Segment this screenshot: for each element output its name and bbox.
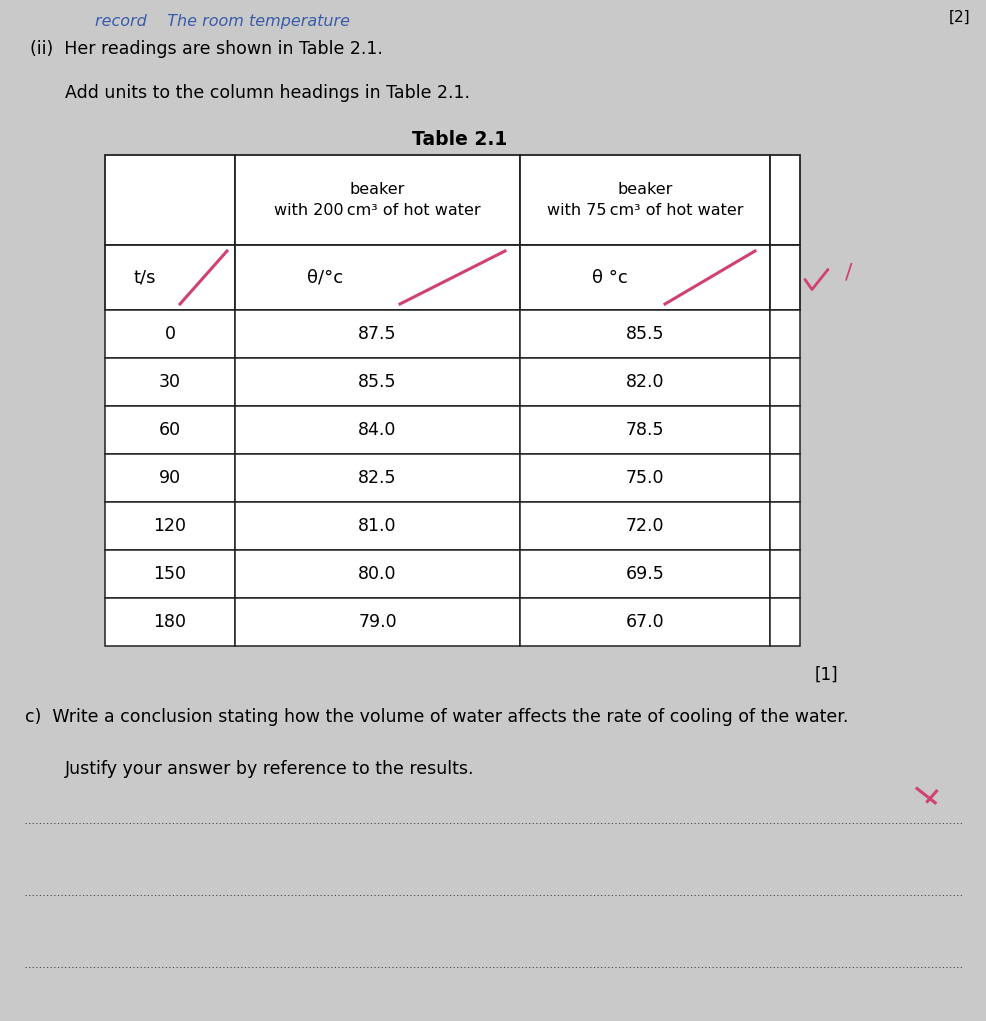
Text: 0: 0: [165, 325, 176, 343]
Text: 67.0: 67.0: [625, 613, 664, 631]
Text: 69.5: 69.5: [625, 565, 664, 583]
Text: /: /: [844, 262, 852, 283]
Bar: [520, 358, 769, 406]
Text: (ii)  Her readings are shown in Table 2.1.: (ii) Her readings are shown in Table 2.1…: [30, 40, 383, 58]
Bar: [520, 406, 769, 454]
Text: 60: 60: [159, 421, 180, 439]
Bar: [235, 406, 520, 454]
Bar: [520, 550, 769, 598]
Bar: [769, 155, 800, 245]
Bar: [105, 310, 235, 358]
Text: 78.5: 78.5: [625, 421, 664, 439]
Bar: [520, 598, 769, 646]
Text: θ/°c: θ/°c: [307, 269, 343, 287]
Bar: [769, 245, 800, 310]
Bar: [235, 550, 520, 598]
Text: 82.5: 82.5: [358, 469, 396, 487]
Bar: [769, 598, 800, 646]
Text: 30: 30: [159, 373, 180, 391]
Text: 80.0: 80.0: [358, 565, 396, 583]
Text: 84.0: 84.0: [358, 421, 396, 439]
Text: [2]: [2]: [949, 10, 970, 25]
Bar: [520, 502, 769, 550]
Text: Add units to the column headings in Table 2.1.: Add units to the column headings in Tabl…: [65, 84, 469, 102]
Text: Table 2.1: Table 2.1: [412, 130, 507, 149]
Bar: [105, 406, 235, 454]
Text: 82.0: 82.0: [625, 373, 664, 391]
Bar: [105, 454, 235, 502]
Bar: [105, 598, 235, 646]
Text: Justify your answer by reference to the results.: Justify your answer by reference to the …: [65, 760, 474, 778]
Text: t/s: t/s: [134, 269, 156, 287]
Bar: [105, 502, 235, 550]
Text: 87.5: 87.5: [358, 325, 396, 343]
Bar: [105, 358, 235, 406]
Text: 180: 180: [154, 613, 186, 631]
Bar: [235, 454, 520, 502]
Text: 120: 120: [154, 517, 186, 535]
Text: 72.0: 72.0: [625, 517, 664, 535]
Bar: [235, 598, 520, 646]
Bar: [105, 155, 235, 245]
Bar: [105, 550, 235, 598]
Bar: [769, 550, 800, 598]
Bar: [105, 245, 235, 310]
Text: c)  Write a conclusion stating how the volume of water affects the rate of cooli: c) Write a conclusion stating how the vo…: [25, 708, 848, 726]
Bar: [520, 245, 769, 310]
Bar: [520, 155, 769, 245]
Bar: [520, 454, 769, 502]
Text: beaker
with 75 cm³ of hot water: beaker with 75 cm³ of hot water: [546, 182, 742, 218]
Text: 81.0: 81.0: [358, 517, 396, 535]
Bar: [769, 310, 800, 358]
Text: θ °c: θ °c: [592, 269, 627, 287]
Text: beaker
with 200 cm³ of hot water: beaker with 200 cm³ of hot water: [274, 182, 480, 218]
Text: 90: 90: [159, 469, 180, 487]
Bar: [520, 310, 769, 358]
Bar: [769, 406, 800, 454]
Bar: [235, 245, 520, 310]
Text: 75.0: 75.0: [625, 469, 664, 487]
Bar: [235, 502, 520, 550]
Text: 79.0: 79.0: [358, 613, 396, 631]
Text: [1]: [1]: [814, 666, 838, 684]
Bar: [769, 502, 800, 550]
Bar: [235, 155, 520, 245]
Bar: [769, 358, 800, 406]
Bar: [235, 310, 520, 358]
Text: record    The room temperature: record The room temperature: [95, 14, 350, 29]
Text: 85.5: 85.5: [625, 325, 664, 343]
Text: 85.5: 85.5: [358, 373, 396, 391]
Bar: [235, 358, 520, 406]
Bar: [769, 454, 800, 502]
Text: 150: 150: [154, 565, 186, 583]
